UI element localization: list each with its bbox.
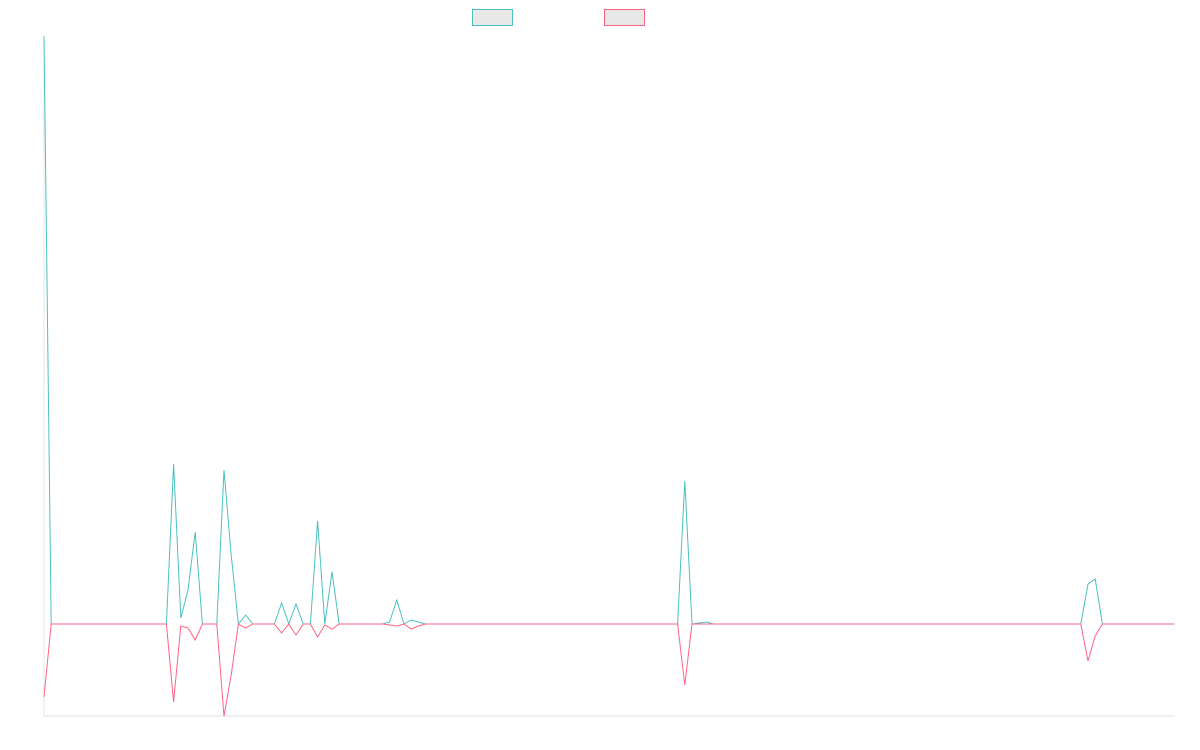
series-line	[43, 35, 1175, 626]
legend-swatch	[472, 9, 513, 26]
legend-swatch	[604, 9, 645, 26]
series-line	[43, 623, 1175, 717]
